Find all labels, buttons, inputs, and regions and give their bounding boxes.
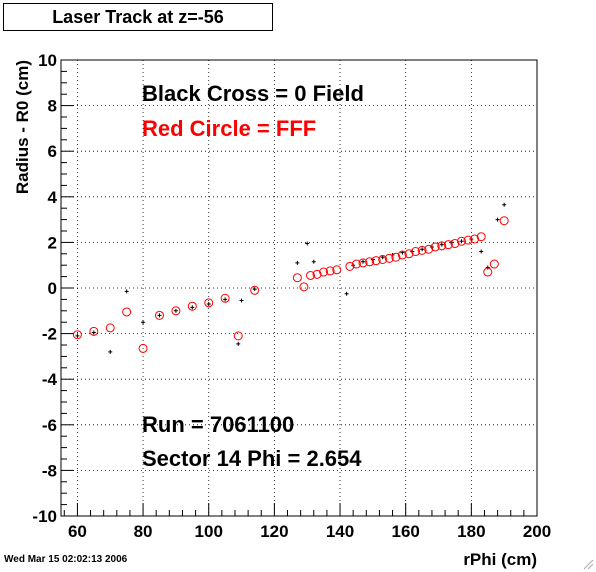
y-tick-label: 10	[38, 51, 57, 70]
black-cross-point	[206, 301, 211, 306]
timestamp: Wed Mar 15 02:02:13 2006	[4, 554, 128, 565]
red-circle-point	[72, 330, 82, 340]
red-circle-point	[476, 232, 486, 242]
black-cross-point	[361, 259, 366, 264]
black-cross-point	[420, 247, 425, 252]
black-cross-point	[91, 330, 96, 335]
black-cross-point	[311, 259, 316, 264]
red-circle-point	[463, 235, 473, 245]
black-cross-point	[141, 320, 146, 325]
red-circle-point	[305, 270, 315, 280]
y-tick-label: -10	[32, 507, 57, 526]
red-circle-point	[319, 267, 329, 277]
y-tick-label: 8	[48, 97, 57, 116]
y-tick-label: 6	[48, 142, 57, 161]
y-tick-label: -6	[42, 416, 57, 435]
y-tick-label: 0	[48, 279, 57, 298]
annotation-text: Red Circle = FFF	[142, 116, 316, 141]
red-circle-point	[489, 259, 499, 269]
red-circle-point	[450, 239, 460, 249]
x-tick-label: 160	[392, 522, 420, 541]
red-circle-point	[417, 245, 427, 255]
x-tick-label: 100	[195, 522, 223, 541]
red-circle-point	[204, 298, 214, 308]
black-cross-point	[485, 265, 490, 270]
red-circle-point	[430, 242, 440, 252]
x-tick-label: 140	[326, 522, 354, 541]
y-tick-label: -4	[42, 370, 58, 389]
y-axis-label: Radius - R0 (cm)	[13, 60, 32, 194]
red-circle-point	[312, 269, 322, 279]
red-circle-point	[443, 240, 453, 250]
annotation-text: Sector 14 Phi = 2.654	[142, 446, 362, 471]
resize-handle-icon[interactable]	[583, 559, 594, 570]
y-tick-label: -8	[42, 461, 57, 480]
red-circle-point	[105, 323, 115, 333]
black-cross-point	[190, 305, 195, 310]
red-circle-point	[351, 259, 361, 269]
red-circle-point	[233, 331, 243, 341]
red-circle-point	[154, 310, 164, 320]
y-tick-label: -2	[42, 325, 57, 344]
black-cross-point	[236, 341, 241, 346]
red-circle-point	[371, 256, 381, 266]
black-cross-point	[479, 249, 484, 254]
red-circle-point	[89, 326, 99, 336]
red-circle-point	[187, 301, 197, 311]
x-axis-label: rPhi (cm)	[463, 550, 537, 569]
red-circle-point	[325, 266, 335, 276]
red-circle-point	[411, 247, 421, 257]
y-tick-label: 2	[48, 233, 57, 252]
red-circle-point	[345, 261, 355, 271]
black-cross-point	[108, 349, 113, 354]
annotation-text: Run = 7061100	[142, 412, 294, 437]
black-cross-point	[239, 298, 244, 303]
black-cross-point	[157, 313, 162, 318]
annotation-text: Black Cross = 0 Field	[142, 81, 364, 106]
red-circle-point	[171, 306, 181, 316]
red-circle-point	[220, 293, 230, 303]
red-circle-point	[397, 250, 407, 260]
black-cross-point	[459, 239, 464, 244]
x-tick-label: 120	[260, 522, 288, 541]
red-circle-point	[391, 252, 401, 262]
black-cross-point	[305, 241, 310, 246]
red-circle-point	[378, 255, 388, 264]
red-circle-point	[332, 265, 342, 275]
red-circle-point	[358, 258, 368, 268]
black-cross-point	[223, 297, 228, 302]
black-cross-point	[252, 287, 257, 292]
red-circle-point	[437, 241, 447, 251]
black-cross-point	[495, 217, 500, 222]
red-circle-point	[365, 257, 375, 267]
y-tick-label: 4	[48, 188, 58, 207]
red-circle-point	[404, 249, 414, 259]
black-cross-point	[295, 260, 300, 265]
chart-title: Laser Track at z=-56	[3, 3, 273, 31]
black-cross-point	[439, 242, 444, 247]
x-tick-label: 180	[457, 522, 485, 541]
x-tick-label: 80	[134, 522, 153, 541]
black-cross-point	[344, 291, 349, 296]
red-circle-point	[483, 267, 493, 277]
red-circle-point	[456, 236, 466, 246]
black-cross-point	[502, 202, 507, 207]
x-tick-label: 60	[68, 522, 87, 541]
red-circle-point	[424, 244, 434, 254]
red-circle-point	[299, 282, 309, 292]
red-circle-point	[122, 307, 132, 317]
red-circle-point	[250, 285, 260, 295]
black-cross-point	[173, 308, 178, 313]
red-circle-point	[384, 253, 394, 263]
black-cross-point	[124, 289, 129, 294]
x-tick-label: 200	[523, 522, 551, 541]
red-circle-point	[470, 234, 480, 244]
black-cross-point	[75, 333, 80, 338]
red-circle-point	[138, 343, 148, 353]
red-circle-point	[499, 216, 509, 226]
red-circle-point	[292, 273, 302, 283]
